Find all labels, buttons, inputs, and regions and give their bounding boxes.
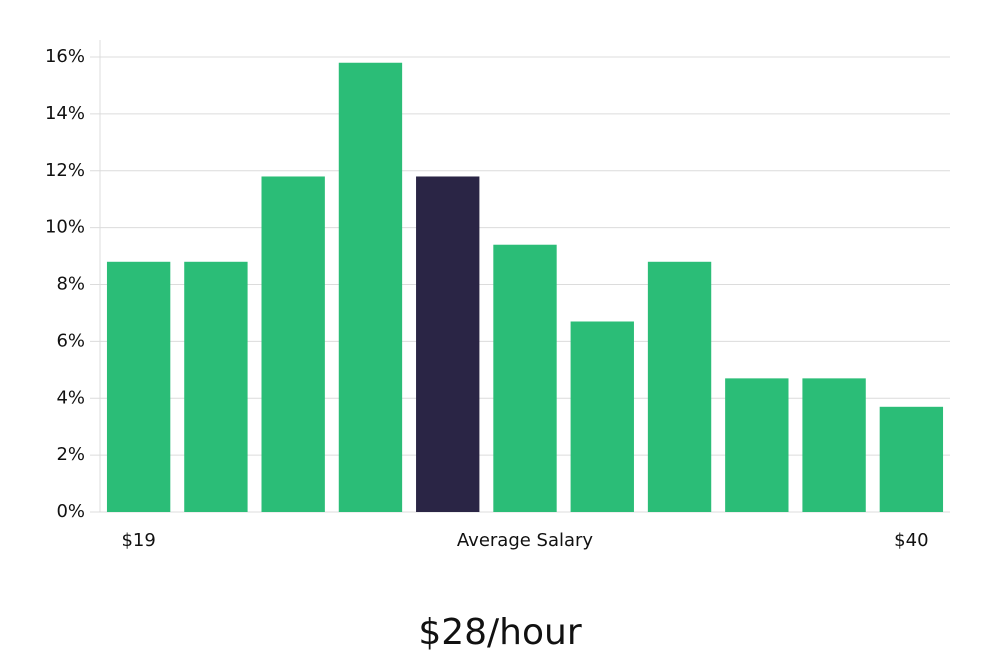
y-tick-label: 2% [56,444,85,465]
bar [184,261,248,512]
chart-subtitle: $28/hour [418,612,582,653]
x-tick-label: $40 [894,530,928,551]
y-tick-label: 6% [56,330,85,351]
bar [647,261,712,512]
y-tick-label: 4% [56,387,85,408]
bar [106,261,171,512]
y-tick-label: 10% [45,217,85,238]
y-tick-label: 12% [45,160,85,181]
y-tick-label: 0% [56,501,85,522]
y-tick-label: 14% [45,103,85,124]
bar [338,62,403,513]
bar [725,378,789,512]
bar [879,406,944,512]
x-tick-label: Average Salary [457,530,594,551]
y-tick-label: 16% [45,46,85,67]
bar [261,176,325,512]
bar [493,244,557,512]
bar [416,176,480,512]
bar [570,321,634,512]
bar [802,378,866,512]
y-tick-label: 8% [56,274,85,295]
x-tick-label: $19 [121,530,155,551]
